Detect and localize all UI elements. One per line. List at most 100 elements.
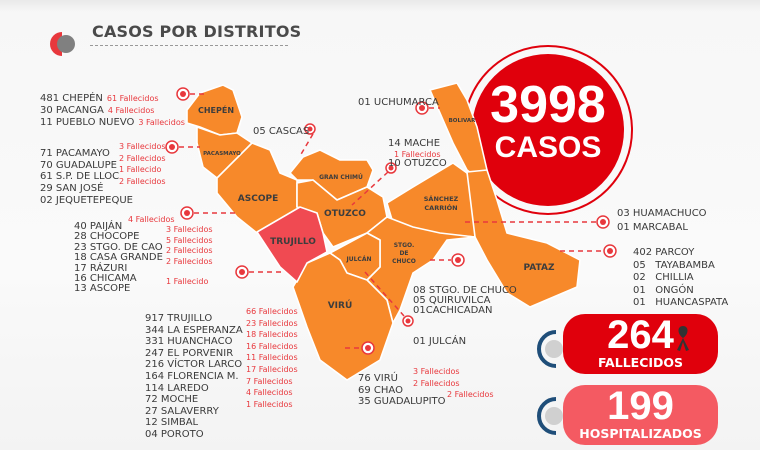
district-cases: 12 SIMBAL <box>145 417 199 429</box>
district-row-ascope: 40 PAIJÁN 4 Fallecidos <box>74 214 175 232</box>
location-markers <box>165 87 617 355</box>
label-sanchez-carrion-1: SÁNCHEZ <box>424 194 459 203</box>
province-trujillo[interactable] <box>256 206 328 283</box>
label-bolivar: BOLIVAR <box>449 118 477 124</box>
district-deaths: 11 Fallecidos <box>246 353 298 363</box>
district-cases: 05 CASCAS <box>253 126 310 137</box>
label-viru: VIRÚ <box>328 299 353 311</box>
district-cases: 72 MOCHE <box>145 394 199 406</box>
district-cases: 23 STGO. DE CAO <box>74 241 163 253</box>
district-row-ascope: 28 CHOCOPE 3 Fallecidos <box>74 224 213 242</box>
marker-icon <box>402 315 414 327</box>
district-cases: 10 OTUZCO <box>388 158 447 169</box>
province-pataz[interactable] <box>466 169 581 308</box>
district-cases: 13 ASCOPE <box>74 283 131 295</box>
district-cases: 70 GUADALUPE <box>40 159 117 171</box>
district-row-pacasmayo: 71 PACAMAYO 3 Fallecidos <box>40 141 166 159</box>
district-row-ascope: 16 CHICAMA <box>74 266 137 284</box>
district-cases: 331 HUANCHACO <box>145 336 233 348</box>
title-underline <box>90 45 288 46</box>
district-row-pacasmayo: 29 SAN JOSÉ 2 Fallecidos <box>40 176 166 194</box>
district-cases: 01 ONGÓN <box>633 284 694 296</box>
deaths-label: FALLECIDOS <box>597 355 684 370</box>
label-stgo-2: DE <box>399 250 408 257</box>
district-row-viru: 76 VIRÚ 3 Fallecidos <box>358 366 460 384</box>
district-row-ascope: 17 RÁZURI 2 Fallecidos <box>74 256 213 274</box>
district-cases: 18 CASA GRANDE <box>74 252 163 264</box>
hosp-tag-ring-icon <box>537 397 557 435</box>
hosp-tag-hole <box>545 407 563 425</box>
district-cases: 247 EL PORVENIR <box>145 347 234 359</box>
marker-icon <box>361 341 375 355</box>
district-row-sanchez-carrion: 03 HUAMACHUCO <box>617 201 707 219</box>
district-row-mache-deaths: 1 Fallecidos <box>394 142 441 159</box>
district-cases: 04 POROTO <box>145 429 204 440</box>
marker-icon <box>304 123 316 135</box>
district-cases: 02 JEQUETEPEQUE <box>40 194 133 206</box>
cases-total: 3998 CASOS <box>472 78 624 164</box>
district-cases: 03 HUAMACHUCO <box>617 208 707 219</box>
district-row-trujillo: 216 VÍCTOR LARCO 11 Fallecidos <box>145 352 298 370</box>
label-stgo-1: STGO. <box>394 242 415 249</box>
district-deaths: 2 Fallecidos <box>166 256 213 266</box>
district-cases: 01CACHICADAN <box>413 305 493 316</box>
district-row-ascope: 13 ASCOPE 1 Fallecido <box>74 276 208 294</box>
marker-icon <box>385 162 397 174</box>
title-bullet-dot <box>57 35 75 53</box>
district-cases: 61 S.P. DE LLOC <box>40 171 120 183</box>
district-deaths: 66 Fallecidos <box>246 307 298 316</box>
province-chepen[interactable] <box>186 84 243 136</box>
label-julcan: JULCÁN <box>346 256 372 263</box>
district-row-trujillo: 331 HUANCHACO 18 Fallecidos <box>145 329 298 347</box>
district-row-viru: 69 CHAO 2 Fallecidos <box>358 378 460 396</box>
marker-icon <box>596 215 610 229</box>
hosp-number: 199 <box>607 384 674 428</box>
marker-icon <box>603 244 617 258</box>
district-row-trujillo: 12 SIMBAL <box>145 410 198 428</box>
district-cases: 16 CHICAMA <box>74 273 137 284</box>
district-row-uchumarca: 01 UCHUMARCA <box>358 90 439 108</box>
district-cases: 69 CHAO <box>358 384 403 396</box>
district-deaths: 3 Fallecidos <box>413 367 460 376</box>
district-row-pataz: 01 ONGÓN <box>633 278 694 296</box>
district-row-pataz: 01 HUANCASPATA <box>633 290 728 308</box>
district-deaths: 2 Fallecidos <box>119 153 166 163</box>
cases-circle <box>472 54 624 206</box>
district-row-stgo-chuco: 01CACHICADAN <box>413 298 493 316</box>
district-deaths: 3 Fallecidos <box>166 225 213 235</box>
district-deaths: 2 Fallecidos <box>119 177 166 187</box>
district-cases: 11 PUEBLO NUEVO <box>40 117 135 128</box>
district-row-trujillo: 344 LA ESPERANZA 23 Fallecidos <box>145 318 298 336</box>
district-deaths: 18 Fallecidos <box>246 330 298 340</box>
label-pataz: PATAZ <box>524 263 555 273</box>
district-cases: 35 GUADALUPITO <box>358 396 446 407</box>
mourning-ribbon-icon <box>677 326 689 351</box>
district-row-julcan: 01 JULCÁN <box>413 329 466 347</box>
district-row-trujillo: 27 SALAVERRY 1 Fallecidos <box>145 399 293 417</box>
district-deaths: 7 Fallecidos <box>246 376 293 386</box>
marker-icon <box>165 140 179 154</box>
district-cases: 28 CHOCOPE <box>74 231 140 243</box>
district-cases: 14 MACHE <box>388 138 441 149</box>
hospitalized-badge: 199 HOSPITALIZADOS <box>563 385 718 445</box>
district-deaths: 4 Fallecidos <box>128 215 175 224</box>
district-cases: 402 PARCOY <box>633 247 695 258</box>
district-cases: 164 FLORENCIA M. <box>145 371 239 382</box>
district-cases: 01 JULCÁN <box>413 336 467 347</box>
district-row-chepen: 30 PACANGA 4 Fallecidos <box>40 98 154 116</box>
marker-icon <box>415 101 429 115</box>
district-row-trujillo: 72 MOCHE 4 Fallecidos <box>145 387 293 405</box>
district-row-ascope: 23 STGO. DE CAO 5 Fallecidos <box>74 235 213 253</box>
district-cases: 30 PACANGA <box>40 105 104 116</box>
page-title: CASOS POR DISTRITOS <box>92 22 302 41</box>
district-deaths: 16 Fallecidos <box>246 341 298 351</box>
label-trujillo: TRUJILLO <box>270 237 316 247</box>
district-row-pacasmayo: 02 JEQUETEPEQUE <box>40 188 133 206</box>
district-deaths: 5 Fallecidos <box>166 235 213 245</box>
marker-icon <box>235 265 249 279</box>
province-gran-chimu[interactable] <box>289 149 374 201</box>
district-deaths: 23 Fallecidos <box>246 318 298 328</box>
district-cases: 481 CHEPÉN <box>40 93 103 104</box>
district-deaths: 1 Fallecidos <box>246 399 293 409</box>
